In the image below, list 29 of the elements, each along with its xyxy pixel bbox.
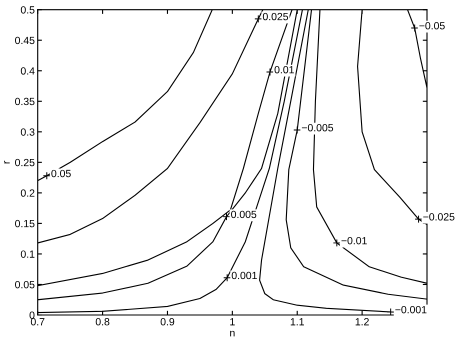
y-tick-label: 0.25 — [15, 158, 34, 166]
x-tick-label: 1.2 — [356, 318, 369, 326]
y-tick-label: 0.1 — [20, 250, 34, 258]
x-axis-title: n — [230, 330, 235, 336]
annotation: −0.01 — [341, 236, 367, 244]
y-tick-label: 0.2 — [20, 189, 34, 197]
x-tick-label: 0.9 — [160, 318, 174, 326]
y-tick-label: 0.5 — [20, 6, 34, 14]
x-tick-label: 1 — [230, 318, 235, 326]
y-tick-label: 0.35 — [15, 98, 34, 106]
annotation: −0.005 — [302, 124, 334, 132]
y-tick-label: 0.45 — [15, 36, 34, 44]
annotation: 0.01 — [274, 66, 294, 74]
x-tick-label: 1.1 — [290, 318, 304, 326]
annotation: −0.001 — [395, 306, 426, 314]
annotation: 0.001 — [232, 272, 257, 280]
annotation: 0.05 — [51, 170, 71, 178]
y-tick-label: 0.05 — [15, 280, 34, 288]
y-axis-title: r — [4, 160, 10, 164]
y-tick-label: 0 — [30, 312, 35, 319]
y-tick-label: 0.4 — [20, 67, 35, 75]
y-tick-label: 0.3 — [20, 128, 34, 136]
x-tick-label: 0.8 — [96, 318, 110, 326]
x-tick-label: 0.7 — [30, 318, 44, 326]
y-tick-label: 0.15 — [15, 220, 34, 228]
annotation: −0.05 — [419, 22, 445, 30]
annotation: 0.005 — [231, 210, 256, 218]
annotation: 0.025 — [262, 12, 288, 20]
annotation: −0.025 — [423, 213, 454, 221]
